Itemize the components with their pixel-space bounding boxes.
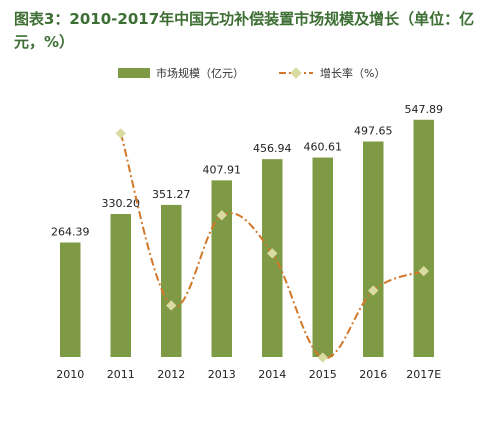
growth-rate-point-2014 (267, 248, 278, 259)
bar-value-label-2013: 407.91 (203, 163, 242, 176)
x-tick-label-2010: 2010 (56, 368, 84, 381)
legend-label-market-size: 市场规模（亿元） (156, 67, 244, 80)
legend-bar-swatch (118, 68, 150, 78)
legend-item-market-size: 市场规模（亿元） (118, 63, 244, 83)
growth-rate-line (119, 133, 425, 359)
legend: 市场规模（亿元） 增长率（%） (0, 63, 492, 83)
growth-rate-point-2013 (216, 210, 227, 221)
growth-rate-point-2017E (418, 265, 429, 277)
x-tick-label-2015: 2015 (309, 368, 337, 381)
chart-title: 图表3：2010-2017年中国无功补偿装置市场规模及增长（单位：亿元，%） (14, 10, 475, 51)
x-tick-label-2013: 2013 (208, 368, 236, 381)
bar-value-label-2011: 330.20 (102, 197, 141, 210)
growth-rate-point-2016 (368, 285, 379, 296)
growth-rate-point-2011 (115, 128, 126, 139)
bar-value-label-2014: 456.94 (253, 142, 292, 155)
legend-line-swatch (279, 67, 313, 79)
bar-2017E (413, 119, 434, 357)
bar-2016 (363, 141, 384, 357)
growth-rate-point-2012 (166, 300, 177, 311)
x-tick-label-2011: 2011 (107, 368, 135, 381)
bar-value-label-2015: 460.61 (304, 141, 343, 154)
x-tick-label-2016: 2016 (359, 368, 387, 381)
bar-value-label-2017E: 547.89 (405, 103, 444, 116)
x-tick-label-2012: 2012 (157, 368, 185, 381)
x-tick-label-2017E: 2017E (406, 368, 441, 381)
bar-2013 (211, 180, 232, 357)
bar-2011 (110, 214, 131, 357)
growth-rate-point-2015 (317, 352, 328, 363)
bar-2010 (60, 242, 81, 357)
bar-2012 (161, 204, 182, 357)
bar-value-label-2016: 497.65 (354, 125, 393, 138)
x-tick-label-2014: 2014 (258, 368, 286, 381)
bar-2015 (312, 157, 333, 357)
bar-value-label-2010: 264.39 (51, 226, 90, 239)
bar-value-label-2012: 351.27 (152, 188, 191, 201)
legend-label-growth-rate: 增长率（%） (320, 67, 386, 80)
legend-item-growth-rate: 增长率（%） (278, 63, 385, 83)
